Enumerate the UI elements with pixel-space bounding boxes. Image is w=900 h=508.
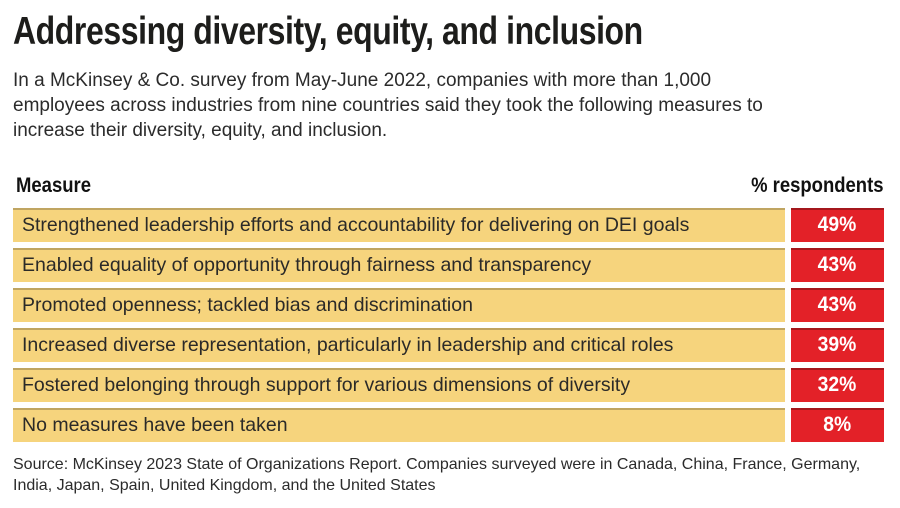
table-row: Increased diverse representation, partic… [13, 328, 884, 362]
value-cell: 8% [791, 408, 884, 442]
value-label: 32% [818, 373, 857, 396]
value-cell: 43% [791, 248, 884, 282]
table-row: Strengthened leadership efforts and acco… [13, 208, 884, 242]
measure-cell: Increased diverse representation, partic… [13, 328, 785, 362]
value-cell: 43% [791, 288, 884, 322]
source-line: Source: McKinsey 2023 State of Organizat… [13, 456, 861, 473]
value-label: 39% [818, 333, 857, 356]
measure-cell: Fostered belonging through support for v… [13, 368, 785, 402]
value-cell: 32% [791, 368, 884, 402]
value-label: 49% [818, 213, 857, 236]
subtitle-line: In a McKinsey & Co. survey from May-June… [13, 70, 712, 91]
respondents-column-header: % respondents [751, 174, 884, 197]
subtitle-line: increase their diversity, equity, and in… [13, 120, 388, 141]
table-row: No measures have been taken 8% [13, 408, 884, 442]
measure-column-header: Measure [16, 174, 91, 197]
value-label: 43% [818, 253, 857, 276]
page-title: Addressing diversity, equity, and inclus… [13, 10, 643, 53]
measure-cell: Enabled equality of opportunity through … [13, 248, 785, 282]
measure-cell: Strengthened leadership efforts and acco… [13, 208, 785, 242]
table-header: Measure % respondents [13, 174, 884, 198]
measure-cell: Promoted openness; tackled bias and disc… [13, 288, 785, 322]
table-row: Fostered belonging through support for v… [13, 368, 884, 402]
value-label: 8% [823, 413, 852, 436]
source-line: India, Japan, Spain, United Kingdom, and… [13, 477, 436, 494]
value-cell: 49% [791, 208, 884, 242]
page-subtitle: In a McKinsey & Co. survey from May-June… [13, 68, 884, 143]
table-row: Enabled equality of opportunity through … [13, 248, 884, 282]
subtitle-line: employees across industries from nine co… [13, 95, 763, 116]
value-cell: 39% [791, 328, 884, 362]
table-row: Promoted openness; tackled bias and disc… [13, 288, 884, 322]
value-label: 43% [818, 293, 857, 316]
dei-measures-table: Strengthened leadership efforts and acco… [13, 208, 884, 442]
source-note: Source: McKinsey 2023 State of Organizat… [13, 454, 884, 496]
measure-cell: No measures have been taken [13, 408, 785, 442]
